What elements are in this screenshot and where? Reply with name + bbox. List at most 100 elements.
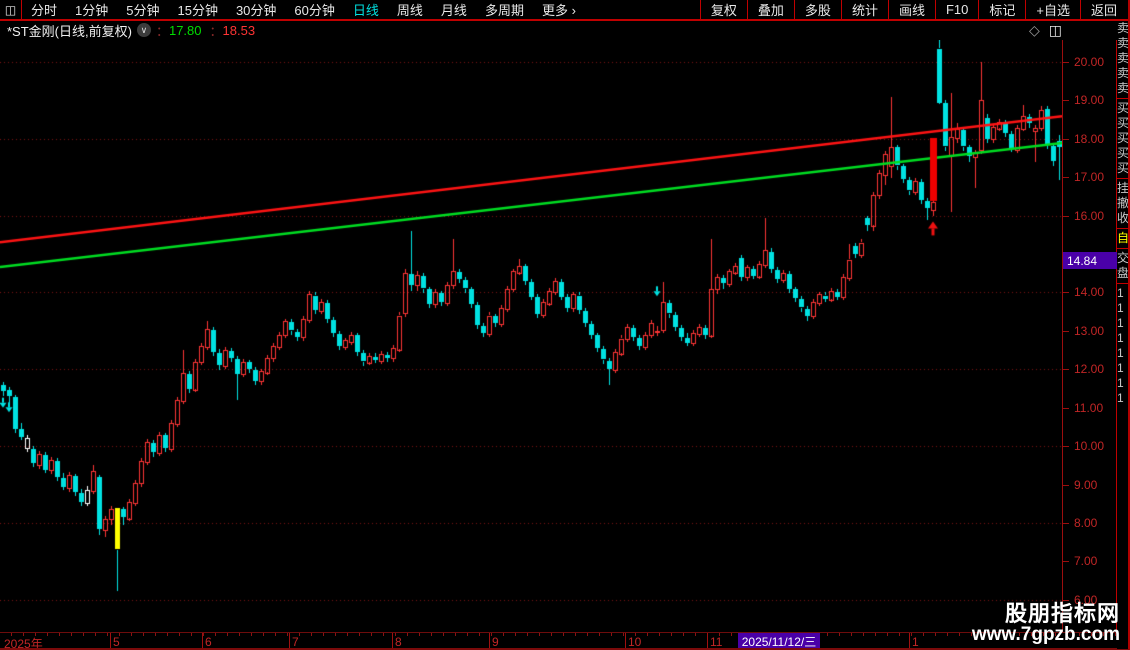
price-tick [1063,446,1069,447]
toolbar-right-item-2[interactable]: 多股 [793,0,841,19]
toolbar-item-0[interactable]: 分时 [31,3,58,18]
price-tick [1063,408,1069,409]
month-divider [625,633,626,649]
toolbar-right-item-5[interactable]: F10 [934,0,978,19]
strip-char: 买 [1117,146,1128,160]
toolbar-right-item-1[interactable]: 叠加 [746,0,794,19]
strip-char: 1 [1117,391,1124,405]
toolbar-item-8[interactable]: 月线 [440,3,467,18]
strip-divider [1117,228,1128,229]
strip-char: 1 [1117,286,1124,300]
toolbar-right-item-4[interactable]: 画线 [887,0,935,19]
month-divider [909,633,910,649]
toolbar-item-7[interactable]: 周线 [396,3,423,18]
bottom-cut-strip [0,648,1117,649]
strip-char: 买 [1117,161,1128,175]
panel-layout-icon[interactable]: ◫ [1048,22,1062,38]
strip-char: 1 [1117,316,1124,330]
price-label: 13.00 [1074,324,1105,338]
month-divider [489,633,490,649]
strip-char: 卖 [1117,66,1128,80]
time-label: 6 [205,635,212,649]
price-axis: 14.84 20.00 19.00 18.00 17.00 16.00 14.00 13.0… [1062,40,1118,632]
price-tick [1063,331,1069,332]
strip-char: 买 [1117,116,1128,130]
price-tick [1063,292,1069,293]
price-axis-tag: 14.84 [1063,252,1118,269]
toolbar-item-9[interactable]: 多周期 [484,3,524,18]
strip-char: 自 [1117,231,1128,245]
month-divider [289,633,290,649]
month-divider [707,633,708,649]
strip-char: 卖 [1117,21,1128,35]
price-label: 12.00 [1074,362,1105,376]
strip-char: 收 [1117,211,1128,225]
month-divider [392,633,393,649]
toolbar-right-item-8[interactable]: 返回 [1079,0,1127,19]
time-label: 11 [710,635,723,649]
time-axis: 2025/11/12/三 2025年 5 6 7 8 9 10 11 1 [0,632,1117,649]
strip-char: 1 [1117,361,1124,375]
strip-divider [1117,283,1128,284]
time-label: 10 [628,635,642,649]
price-label: 20.00 [1074,55,1105,69]
strip-char: 盘 [1117,266,1128,280]
strip-char: 买 [1117,101,1128,115]
candlestick-chart[interactable] [0,40,1062,632]
price-label: 14.00 [1074,285,1105,299]
chevron-down-icon[interactable]: ∨ [136,23,151,37]
strip-char: 1 [1117,331,1124,345]
price-tick [1063,177,1069,178]
time-axis-tag: 2025/11/12/三 [738,633,820,649]
toolbar-right-items: 复权 叠加 多股 统计 画线 F10 标记 +自选 返回 [699,0,1127,19]
price-label: 19.00 [1074,93,1105,107]
quote-bar: *ST金刚(日线,前复权) ∨ ： 17.80 ： 18.53 ◇ ◫ [0,21,1128,39]
strip-char: 卖 [1117,81,1128,95]
price-label: 10.00 [1074,439,1105,453]
toolbar-item-10[interactable]: 更多 › [541,3,576,18]
price-label: 16.00 [1074,209,1105,223]
price-label: 11.00 [1074,401,1104,415]
strip-char: 买 [1117,131,1128,145]
toolbar-left-items: 分时 1分钟 5分钟 15分钟 30分钟 60分钟 日线 周线 月线 多周期 更多 › [22,0,585,19]
price-label: 7.00 [1074,554,1098,568]
price-tick [1063,561,1069,562]
price-label: 17.00 [1074,170,1105,184]
watermark-title: 股朋指标网 [1004,601,1120,626]
strip-char: 1 [1117,376,1124,390]
diamond-icon[interactable]: ◇ [1028,22,1040,38]
price-tick [1063,139,1069,140]
time-label: 1 [912,635,919,649]
toolbar-right-item-7[interactable]: +自选 [1025,0,1080,19]
toolbar-item-6[interactable]: 日线 [352,3,379,18]
watermark: 股朋指标网 www.7gpzb.com [972,602,1120,645]
time-label: 2025年 [4,637,43,650]
toolbar-item-3[interactable]: 15分钟 [177,3,218,18]
toolbar-item-1[interactable]: 1分钟 [75,3,109,18]
month-divider [110,633,111,649]
window-split-icon[interactable]: ◫ [0,0,22,19]
price-tick [1063,369,1069,370]
time-label: 9 [492,635,499,649]
toolbar-right-item-3[interactable]: 统计 [840,0,888,19]
toolbar-item-5[interactable]: 60分钟 [294,3,335,18]
price-tick [1063,100,1069,101]
price-label: 8.00 [1074,516,1098,530]
price2-colon: ： [209,23,223,39]
toolbar-item-4[interactable]: 30分钟 [235,3,277,18]
watermark-url: www.7gpzb.com [971,624,1120,645]
price-tick [1063,600,1069,601]
toolbar-right-item-6[interactable]: 标记 [978,0,1025,19]
ref-price-value: 18.53 [222,22,256,38]
strip-divider [1117,98,1128,99]
price-label: 9.00 [1074,478,1098,492]
toolbar-item-2[interactable]: 5分钟 [126,3,160,18]
strip-divider [1117,248,1128,249]
toolbar-right-item-0[interactable]: 复权 [699,0,747,19]
close-price-value: 17.80 [168,22,202,38]
strip-char: 撤 [1117,196,1128,210]
quote-bar-icons: ◇ ◫ [1029,22,1062,39]
price1-colon: ： [155,23,169,39]
